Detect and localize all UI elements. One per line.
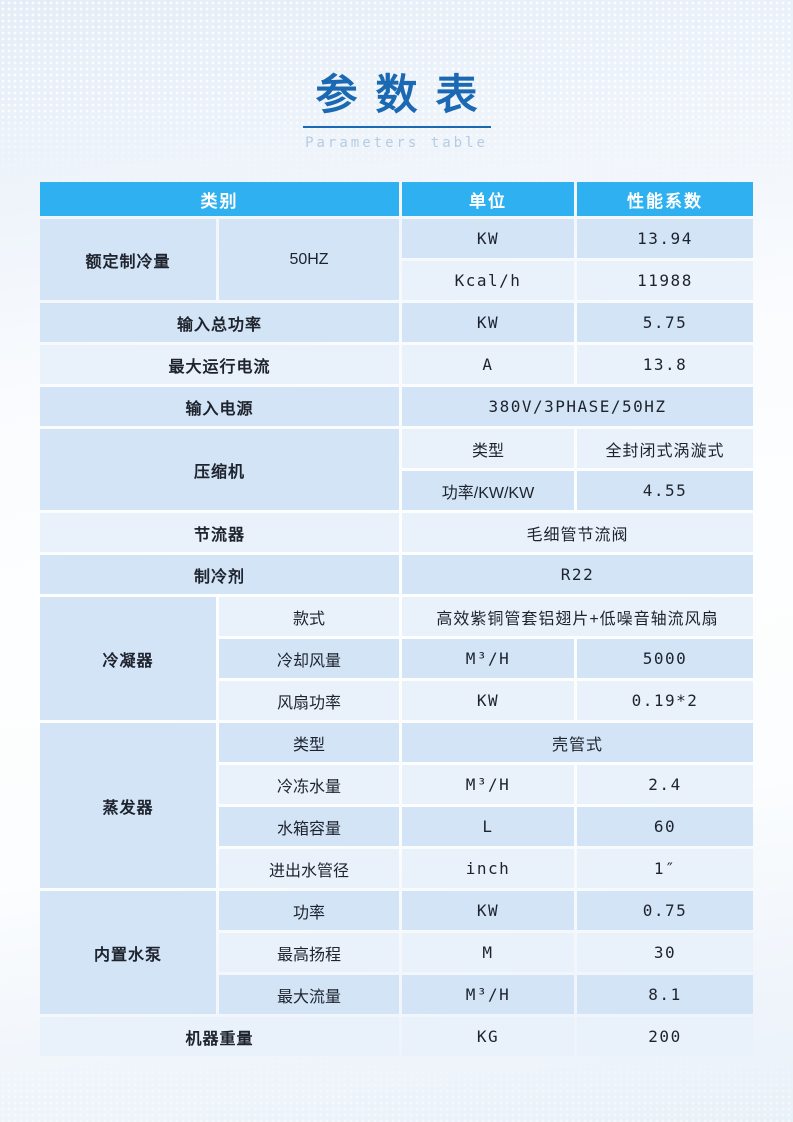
val-refrigerant: R22 xyxy=(402,555,753,595)
val-pump-power: 0.75 xyxy=(577,891,753,931)
table-row: 最大运行电流 A 13.8 xyxy=(40,345,753,385)
val-evaporator-type: 壳管式 xyxy=(402,723,753,763)
sub-tank-capacity: 水箱容量 xyxy=(219,807,399,847)
sub-fan-power: 风扇功率 xyxy=(219,681,399,721)
cat-machine-weight: 机器重量 xyxy=(40,1017,399,1057)
cat-throttle: 节流器 xyxy=(40,513,399,553)
sub-pump-power: 功率 xyxy=(219,891,399,931)
sub-max-lift: 最高扬程 xyxy=(219,933,399,973)
table-row: 蒸发器 类型 壳管式 xyxy=(40,723,753,889)
page-title: 参数表 xyxy=(315,70,496,119)
sub-compressor-power: 功率/KW/KW xyxy=(402,471,574,511)
cat-evaporator: 蒸发器 xyxy=(40,723,216,889)
unit-kw: KW xyxy=(402,681,574,721)
table-row: 制冷剂 R22 xyxy=(40,555,753,595)
val-throttle-type: 毛细管节流阀 xyxy=(402,513,753,553)
unit-ampere: A xyxy=(402,345,574,385)
cat-condenser: 冷凝器 xyxy=(40,597,216,721)
table-row: 输入电源 380V/3PHASE/50HZ xyxy=(40,387,753,427)
val-condenser-style: 高效紫铜管套铝翅片+低噪音轴流风扇 xyxy=(402,597,753,637)
table-row: 功率/KW/KW 4.55 xyxy=(40,471,753,511)
table-row: 压缩机 类型 全封闭式涡漩式 xyxy=(40,429,753,511)
val-machine-weight: 200 xyxy=(577,1017,753,1057)
cat-rated-cooling-capacity: 额定制冷量 xyxy=(40,219,216,301)
table-row: Kcal/h 11988 xyxy=(40,261,753,301)
cat-compressor: 压缩机 xyxy=(40,429,399,511)
unit-kw: KW xyxy=(402,219,574,259)
column-header-category: 类别 xyxy=(40,182,399,217)
cat-power-supply: 输入电源 xyxy=(40,387,399,427)
world-map-dot-pattern-bottom xyxy=(0,1052,793,1122)
table-row: 机器重量 KG 200 xyxy=(40,1017,753,1057)
table-row: 最高扬程 M 30 xyxy=(40,933,753,973)
val-cooling-kw: 13.94 xyxy=(577,219,753,259)
val-max-current: 13.8 xyxy=(577,345,753,385)
val-cooling-kcal: 11988 xyxy=(577,261,753,301)
sub-chilled-water-flow: 冷冻水量 xyxy=(219,765,399,805)
unit-liter: L xyxy=(402,807,574,847)
table-row: 节流器 毛细管节流阀 xyxy=(40,513,753,553)
cat-builtin-pump: 内置水泵 xyxy=(40,891,216,1015)
unit-kw: KW xyxy=(402,303,574,343)
sub-pipe-diameter: 进出水管径 xyxy=(219,849,399,889)
val-compressor-type: 全封闭式涡漩式 xyxy=(577,429,753,469)
table-row: 额定制冷量 50HZ KW 13.94 xyxy=(40,219,753,301)
unit-m3h: M³/H xyxy=(402,975,574,1015)
table-row: 内置水泵 功率 KW 0.75 xyxy=(40,891,753,1015)
table-row: 冷凝器 款式 高效紫铜管套铝翅片+低噪音轴流风扇 xyxy=(40,597,753,721)
val-chilled-water-flow: 2.4 xyxy=(577,765,753,805)
sub-frequency-50hz: 50HZ xyxy=(219,219,399,301)
val-fan-power: 0.19*2 xyxy=(577,681,753,721)
val-compressor-power: 4.55 xyxy=(577,471,753,511)
sub-cooling-airflow: 冷却风量 xyxy=(219,639,399,679)
val-input-power: 5.75 xyxy=(577,303,753,343)
sub-condenser-style: 款式 xyxy=(219,597,399,637)
page-subtitle: Parameters table xyxy=(305,135,488,152)
column-header-unit: 单位 xyxy=(402,182,574,217)
table-row: 风扇功率 KW 0.19*2 xyxy=(40,681,753,721)
unit-kcal-h: Kcal/h xyxy=(402,261,574,301)
val-pipe-diameter: 1″ xyxy=(577,849,753,889)
table-row: 冷却风量 M³/H 5000 xyxy=(40,639,753,679)
parameters-table: 类别 单位 性能系数 额定制冷量 50HZ KW 13.94 Kcal/h 11… xyxy=(37,179,756,1059)
title-block: 参数表 Parameters table xyxy=(0,0,793,151)
unit-kw: KW xyxy=(402,891,574,931)
table-row: 最大流量 M³/H 8.1 xyxy=(40,975,753,1015)
val-max-lift: 30 xyxy=(577,933,753,973)
table-row: 输入总功率 KW 5.75 xyxy=(40,303,753,343)
table-row: 冷冻水量 M³/H 2.4 xyxy=(40,765,753,805)
sub-max-flow: 最大流量 xyxy=(219,975,399,1015)
unit-inch: inch xyxy=(402,849,574,889)
unit-m3h: M³/H xyxy=(402,765,574,805)
unit-m3h: M³/H xyxy=(402,639,574,679)
title-underline xyxy=(302,126,491,129)
table-header-row: 类别 单位 性能系数 xyxy=(40,182,753,217)
cat-input-total-power: 输入总功率 xyxy=(40,303,399,343)
val-tank-capacity: 60 xyxy=(577,807,753,847)
val-max-flow: 8.1 xyxy=(577,975,753,1015)
sub-compressor-type: 类型 xyxy=(402,429,574,469)
column-header-coefficient: 性能系数 xyxy=(577,182,753,217)
cat-refrigerant: 制冷剂 xyxy=(40,555,399,595)
val-power-supply: 380V/3PHASE/50HZ xyxy=(402,387,753,427)
sub-evaporator-type: 类型 xyxy=(219,723,399,763)
unit-m: M xyxy=(402,933,574,973)
unit-kg: KG xyxy=(402,1017,574,1057)
cat-max-running-current: 最大运行电流 xyxy=(40,345,399,385)
val-airflow: 5000 xyxy=(577,639,753,679)
table-row: 进出水管径 inch 1″ xyxy=(40,849,753,889)
table-row: 水箱容量 L 60 xyxy=(40,807,753,847)
